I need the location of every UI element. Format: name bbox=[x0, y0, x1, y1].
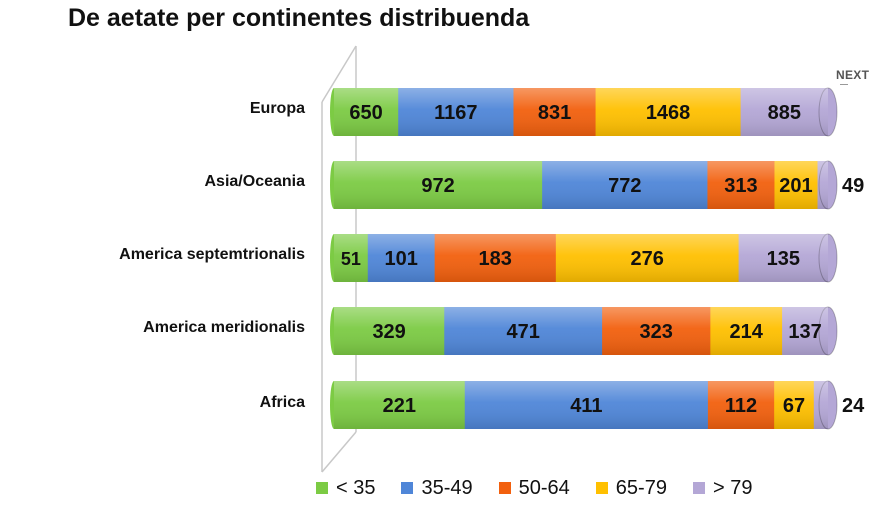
category-label-america-meridionalis: America meridionalis bbox=[143, 319, 305, 336]
legend: < 35 35-49 50-64 65-79 > 79 bbox=[316, 476, 778, 500]
legend-label-65-79: 65-79 bbox=[615, 476, 667, 499]
data-label-asia-oceania-lt35: 972 bbox=[421, 175, 454, 197]
next-button[interactable]: NEXT bbox=[836, 68, 870, 85]
category-label-america-septemtrionalis: America septemtrionalis bbox=[119, 246, 305, 263]
legend-label-35-49: 35-49 bbox=[421, 476, 473, 499]
data-label-europa-lt35: 650 bbox=[349, 102, 382, 124]
wall-edge-top bbox=[321, 45, 357, 103]
data-label-africa-65-79: 67 bbox=[783, 395, 805, 417]
data-label-europa-50-64: 831 bbox=[538, 102, 571, 124]
bars-group: 650 1167 831 1468 885 972 772 313 201 49 51 101 183 2… bbox=[330, 87, 865, 430]
legend-swatch-lt35 bbox=[316, 482, 328, 494]
legend-label-50-64: 50-64 bbox=[518, 476, 570, 499]
legend-item-50-64: 50-64 bbox=[498, 476, 570, 500]
data-label-africa-gt79: 24 bbox=[842, 395, 865, 417]
data-label-asia-oceania-gt79: 49 bbox=[842, 175, 864, 197]
legend-swatch-50-64 bbox=[498, 482, 511, 494]
data-label-america-meridionalis-35-49: 471 bbox=[507, 321, 540, 343]
data-label-america-septemtrionalis-lt35: 51 bbox=[341, 249, 361, 269]
data-label-africa-50-64: 112 bbox=[725, 395, 757, 417]
data-label-america-septemtrionalis-50-64: 183 bbox=[479, 248, 512, 270]
data-label-africa-35-49: 411 bbox=[570, 395, 602, 417]
data-label-america-meridionalis-gt79: 137 bbox=[788, 321, 821, 343]
category-label-asia-oceania: Asia/Oceania bbox=[204, 173, 306, 190]
legend-swatch-65-79 bbox=[595, 482, 608, 494]
data-label-america-meridionalis-65-79: 214 bbox=[730, 321, 764, 343]
data-label-asia-oceania-65-79: 201 bbox=[779, 175, 812, 197]
data-label-europa-65-79: 1468 bbox=[646, 102, 691, 124]
data-label-america-meridionalis-lt35: 329 bbox=[372, 321, 405, 343]
data-label-america-septemtrionalis-35-49: 101 bbox=[385, 248, 418, 270]
data-label-europa-35-49: 1167 bbox=[434, 102, 477, 124]
legend-item-gt79: > 79 bbox=[692, 476, 753, 500]
legend-label-gt79: > 79 bbox=[712, 476, 753, 499]
legend-item-35-49: 35-49 bbox=[401, 476, 473, 500]
bar-shine-asia-oceania bbox=[334, 161, 828, 209]
data-label-america-septemtrionalis-gt79: 135 bbox=[767, 248, 800, 270]
chart-title: De aetate per continentes distribuenda bbox=[68, 4, 530, 32]
legend-item-lt35: < 35 bbox=[316, 477, 375, 500]
data-label-america-meridionalis-50-64: 323 bbox=[640, 321, 673, 343]
bar-shine-europa bbox=[334, 88, 828, 136]
legend-swatch-gt79 bbox=[692, 482, 705, 494]
data-label-asia-oceania-35-49: 772 bbox=[608, 175, 641, 197]
legend-item-65-79: 65-79 bbox=[595, 476, 667, 500]
data-label-america-septemtrionalis-65-79: 276 bbox=[631, 248, 664, 270]
bar-shine-america-meridionalis bbox=[334, 307, 828, 355]
data-label-asia-oceania-50-64: 313 bbox=[724, 175, 757, 197]
data-label-europa-gt79: 885 bbox=[768, 102, 801, 124]
legend-swatch-35-49 bbox=[401, 482, 414, 494]
category-label-europa: Europa bbox=[249, 100, 305, 117]
wall-edge-bottom bbox=[321, 431, 357, 473]
legend-label-lt35: < 35 bbox=[336, 476, 376, 499]
bar-shine-africa bbox=[334, 381, 828, 429]
bar-shine-america-septemtrionalis bbox=[334, 234, 828, 282]
category-label-africa: Africa bbox=[259, 394, 305, 411]
data-label-africa-lt35: 221 bbox=[383, 395, 416, 417]
